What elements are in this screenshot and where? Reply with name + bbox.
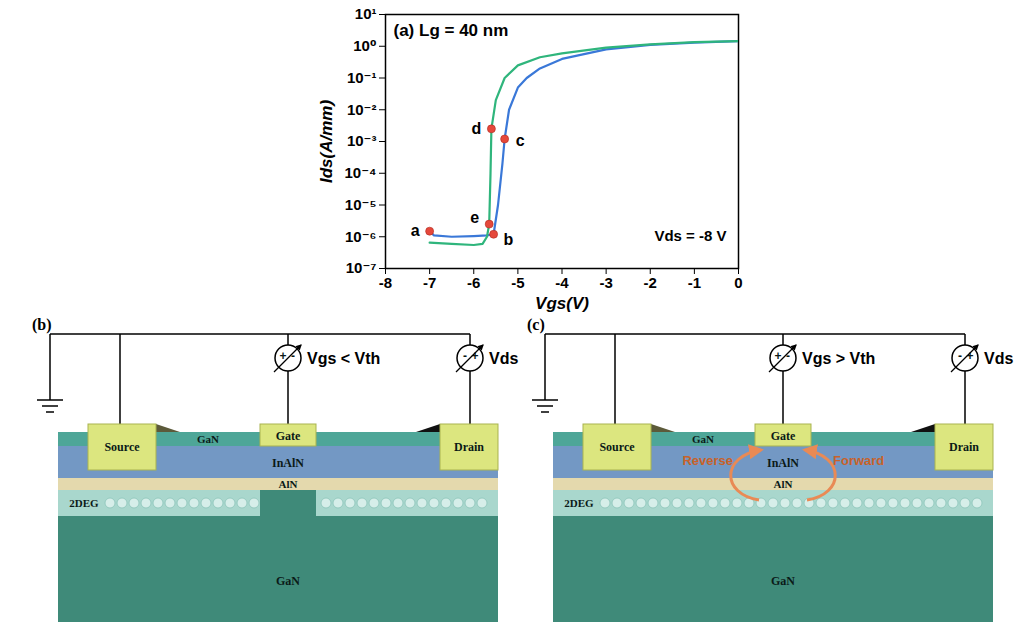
svg-text:-5: -5 [511,274,524,291]
svg-text:AlN: AlN [774,478,793,490]
svg-text:-4: -4 [555,274,569,291]
svg-text:a: a [411,222,420,239]
svg-text:Reverse: Reverse [682,453,733,468]
svg-text:e: e [470,209,479,226]
svg-text:Vgs > Vth: Vgs > Vth [802,350,875,367]
svg-text:GaN: GaN [771,574,795,588]
svg-text:b: b [504,231,514,248]
svg-text:d: d [472,120,482,137]
svg-text:AlN: AlN [279,478,298,490]
svg-text:-3: -3 [599,274,612,291]
svg-text:Drain: Drain [949,440,979,454]
svg-text:2DEG: 2DEG [69,497,99,509]
svg-text:Vds = -8 V: Vds = -8 V [654,227,726,244]
svg-text:10⁰: 10⁰ [353,37,376,54]
svg-text:10⁻⁴: 10⁻⁴ [344,164,376,181]
svg-text:Vgs(V): Vgs(V) [535,294,589,313]
svg-text:(b): (b) [32,316,52,334]
svg-text:Forward: Forward [833,453,884,468]
svg-text:10⁻²: 10⁻² [347,101,377,118]
svg-text:-6: -6 [467,274,480,291]
svg-text:-7: -7 [423,274,436,291]
svg-text:c: c [516,132,525,149]
svg-text:InAlN: InAlN [272,456,304,470]
svg-text:GaN: GaN [197,433,219,445]
svg-text:Gate: Gate [276,429,301,443]
svg-text:10⁻⁷: 10⁻⁷ [346,259,377,276]
svg-text:Source: Source [104,440,140,454]
svg-text:GaN: GaN [692,433,714,445]
svg-text:10⁻³: 10⁻³ [347,132,377,149]
svg-text:Drain: Drain [454,440,484,454]
svg-text:10⁻⁶: 10⁻⁶ [345,228,377,245]
svg-text:10¹: 10¹ [355,5,377,22]
svg-text:Ids(A/mm): Ids(A/mm) [317,100,336,183]
svg-text:10⁻⁵: 10⁻⁵ [345,196,377,213]
svg-text:-2: -2 [644,274,657,291]
svg-text:(c): (c) [527,316,545,334]
svg-text:10⁻¹: 10⁻¹ [347,69,377,86]
svg-text:Vds: Vds [489,350,518,367]
svg-text:(a) Lg = 40 nm: (a) Lg = 40 nm [394,21,509,40]
svg-text:-8: -8 [379,274,392,291]
svg-text:Gate: Gate [771,429,796,443]
svg-text:Vds: Vds [984,350,1013,367]
svg-text:GaN: GaN [276,574,300,588]
svg-text:InAlN: InAlN [767,456,799,470]
svg-text:0: 0 [734,274,742,291]
svg-text:Source: Source [599,440,635,454]
svg-text:-1: -1 [688,274,701,291]
svg-text:Vgs < Vth: Vgs < Vth [307,350,380,367]
svg-text:2DEG: 2DEG [564,497,594,509]
